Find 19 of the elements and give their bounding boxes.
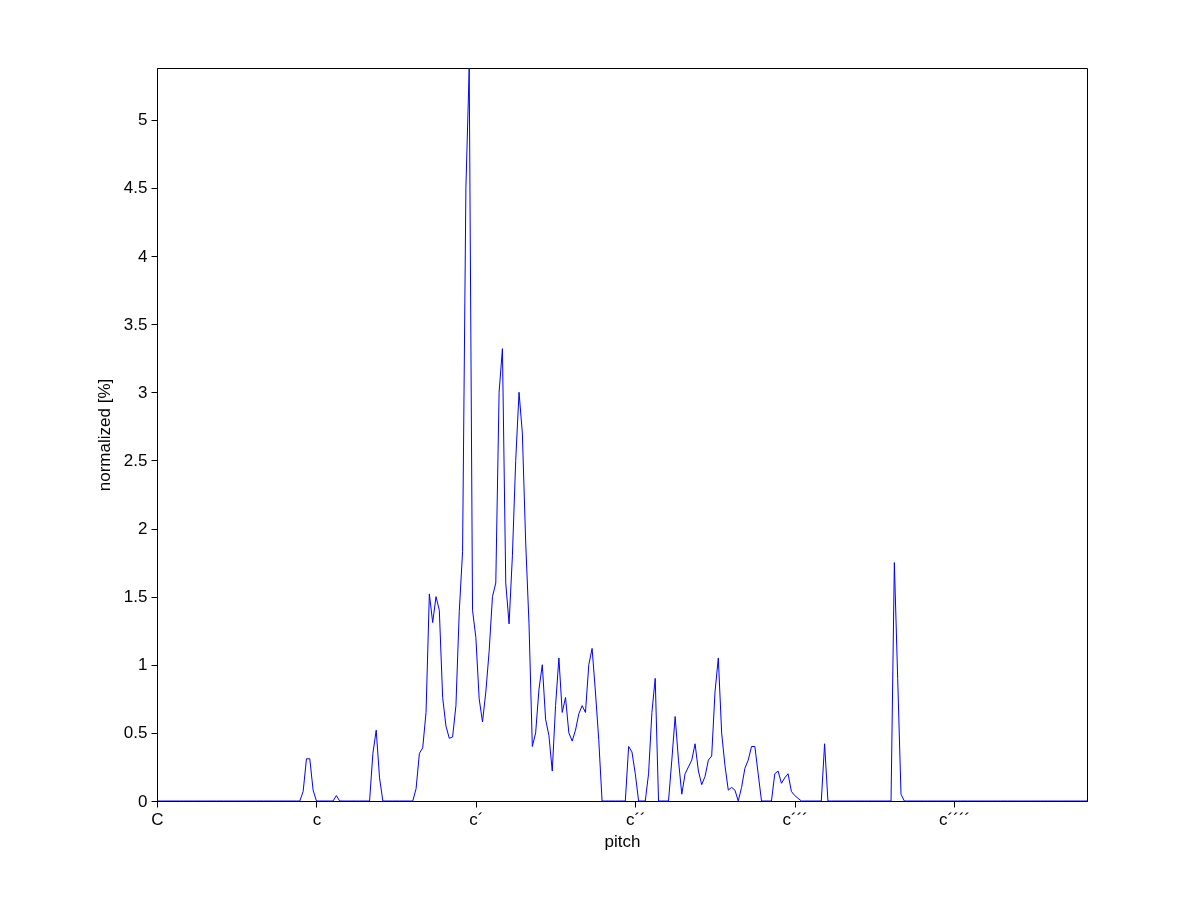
y-tick-label: 4.5	[123, 178, 148, 198]
x-tick-label: c	[312, 809, 322, 829]
y-tick-label: 2.5	[123, 450, 148, 470]
y-tick-label: 3.5	[123, 314, 148, 334]
x-axis-title: pitch	[604, 831, 641, 851]
y-tick-label: 1	[138, 655, 148, 675]
x-tick-label: c´´´´	[939, 809, 971, 829]
y-tick-label: 4	[138, 246, 148, 266]
x-tick-label: c´	[469, 809, 484, 829]
y-tick-label: 0	[138, 791, 148, 811]
x-tick-label: c´´	[625, 809, 646, 829]
y-tick-label: 2	[138, 519, 148, 539]
y-tick-label: 0.5	[123, 723, 148, 743]
y-tick-label: 3	[138, 382, 148, 402]
x-tick-label: c´´´	[782, 809, 808, 829]
x-tick-label: C	[151, 809, 164, 829]
y-tick-label: 5	[138, 110, 148, 130]
y-tick-label: 1.5	[123, 587, 148, 607]
y-axis-title: normalized [%]	[94, 378, 114, 492]
